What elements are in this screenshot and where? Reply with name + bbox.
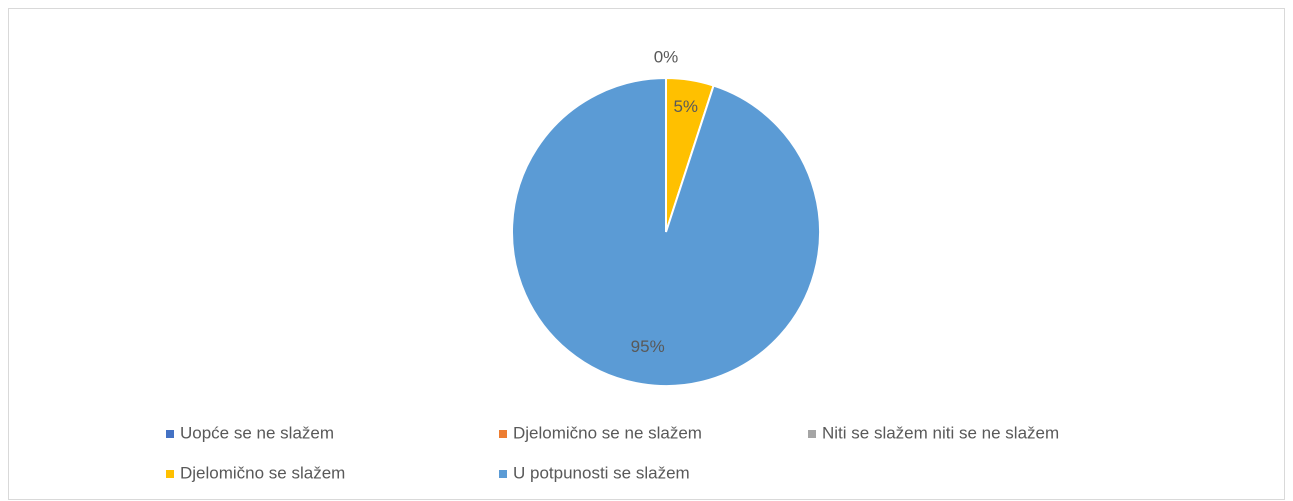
legend-label: Djelomično se slažem bbox=[180, 463, 345, 482]
legend-label: Niti se slažem niti se ne slažem bbox=[822, 423, 1059, 442]
data-label: 5% bbox=[673, 97, 698, 116]
legend-swatch bbox=[166, 470, 174, 478]
legend-label: Djelomično se ne slažem bbox=[513, 423, 702, 442]
legend-swatch bbox=[166, 430, 174, 438]
legend-label: Uopće se ne slažem bbox=[180, 423, 334, 442]
legend-label: U potpunosti se slažem bbox=[513, 463, 690, 482]
data-label: 95% bbox=[631, 337, 665, 356]
data-label: 0% bbox=[654, 47, 679, 66]
legend-swatch bbox=[499, 470, 507, 478]
legend-swatch bbox=[808, 430, 816, 438]
legend-swatch bbox=[499, 430, 507, 438]
pie-slice bbox=[511, 76, 821, 387]
